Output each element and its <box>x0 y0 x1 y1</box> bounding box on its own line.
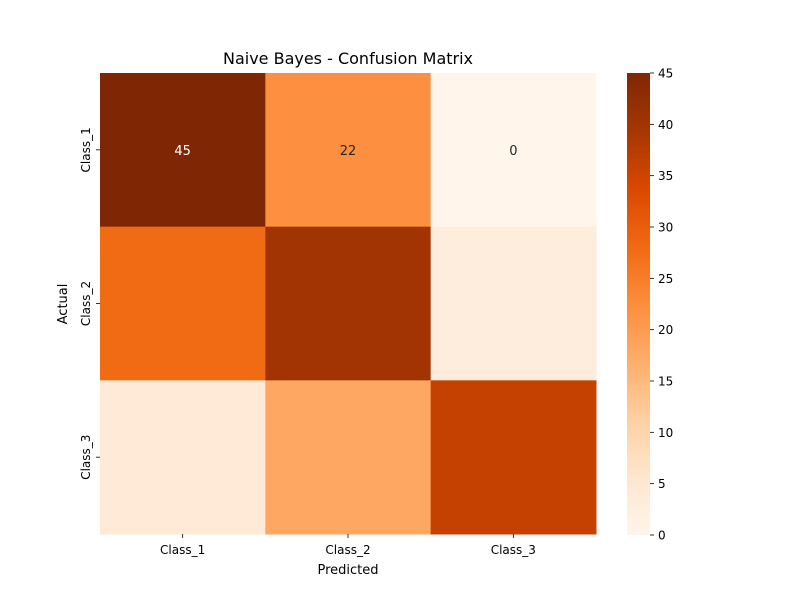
colorbar-tick-label: 15 <box>658 375 673 389</box>
x-tick-label: Class_2 <box>325 543 370 557</box>
cell-annotations: 45 22 0 <box>174 144 517 159</box>
heatmap-cell-r2-c1 <box>100 226 266 381</box>
chart-title: Naive Bayes - Confusion Matrix <box>223 49 473 68</box>
colorbar-tick-label: 30 <box>658 221 673 235</box>
heatmap-cell-r1-c2 <box>265 73 432 228</box>
x-tick-label: Class_1 <box>160 543 205 557</box>
colorbar-ticks: 0 5 10 15 20 25 30 35 40 45 <box>650 67 673 543</box>
colorbar-tick-label: 35 <box>658 169 673 183</box>
colorbar-tick-label: 10 <box>658 426 673 440</box>
heatmap-cell-r2-c3 <box>430 226 597 381</box>
colorbar-tick-label: 20 <box>658 323 673 337</box>
cell-annotation-r1-c3: 0 <box>509 144 517 159</box>
y-axis-label: Actual <box>56 284 71 325</box>
cell-annotation-r1-c1: 45 <box>174 144 191 159</box>
y-axis-ticks: Class_1 Class_2 Class_3 <box>79 127 100 480</box>
x-tick-label: Class_3 <box>491 543 536 557</box>
colorbar-tick-label: 40 <box>658 118 673 132</box>
heatmap-cell-r1-c3 <box>430 73 597 228</box>
cell-annotation-r1-c2: 22 <box>340 144 357 159</box>
colorbar-tick-label: 25 <box>658 272 673 286</box>
colorbar <box>627 73 650 535</box>
colorbar-tick-label: 5 <box>658 477 666 491</box>
y-tick-label: Class_1 <box>79 127 93 172</box>
y-tick-label: Class_2 <box>79 281 93 326</box>
y-tick-label: Class_3 <box>79 435 93 480</box>
heatmap-cells <box>100 73 597 535</box>
heatmap-cell-r3-c1 <box>100 380 266 535</box>
heatmap-cell-r1-c1 <box>100 73 266 228</box>
heatmap-cell-r3-c2 <box>265 380 432 535</box>
colorbar-tick-label: 0 <box>658 529 666 543</box>
colorbar-tick-label: 45 <box>658 67 673 81</box>
x-axis-label: Predicted <box>317 563 378 578</box>
heatmap-cell-r2-c2 <box>265 226 432 381</box>
x-axis-ticks: Class_1 Class_2 Class_3 <box>160 534 536 557</box>
heatmap-cell-r3-c3 <box>430 380 597 535</box>
